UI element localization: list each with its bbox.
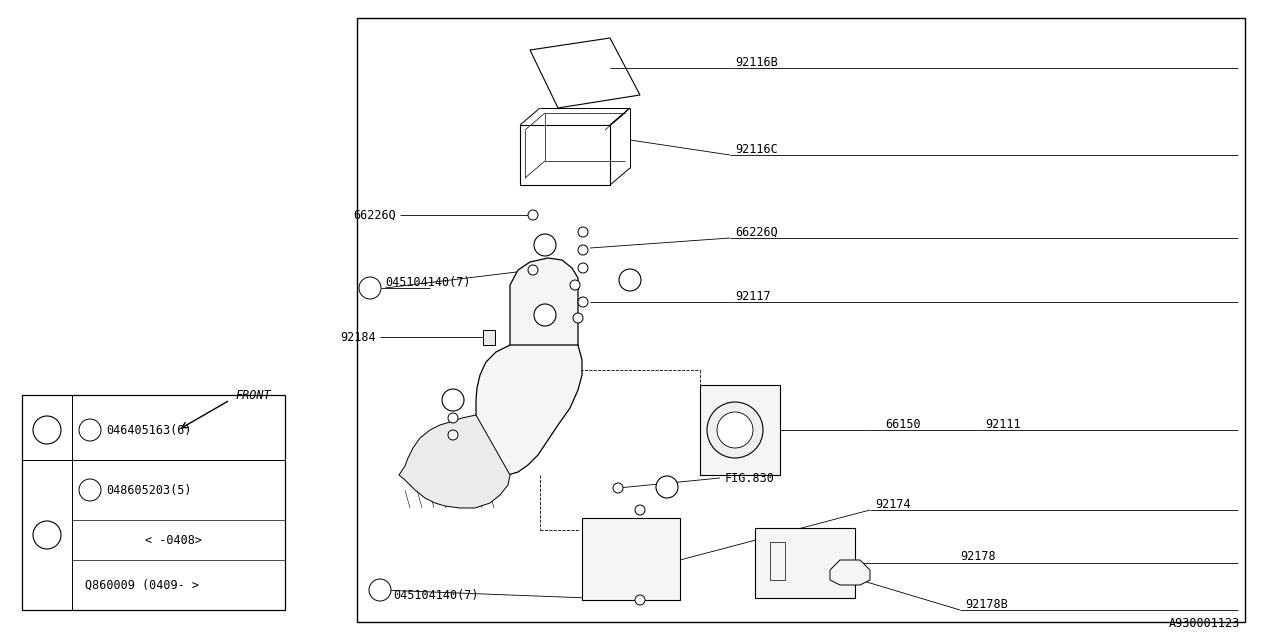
Text: 1: 1 [44,424,51,436]
Circle shape [657,476,678,498]
Circle shape [579,297,588,307]
Text: 046405163(6): 046405163(6) [106,424,192,436]
Text: 92178: 92178 [960,550,996,563]
Circle shape [529,210,538,220]
Circle shape [79,479,101,501]
Text: 92184: 92184 [340,330,376,344]
Circle shape [717,412,753,448]
Circle shape [613,483,623,493]
Circle shape [448,413,458,423]
Text: 92174: 92174 [876,497,910,511]
Text: 92116C: 92116C [735,143,778,156]
Polygon shape [509,258,579,345]
Circle shape [579,263,588,273]
Polygon shape [755,528,855,598]
Text: FRONT: FRONT [236,388,270,401]
Circle shape [579,227,588,237]
Circle shape [635,595,645,605]
Text: 1: 1 [541,240,548,250]
Text: 1: 1 [627,275,634,285]
Text: 048605203(5): 048605203(5) [106,483,192,497]
Text: 92111: 92111 [986,417,1020,431]
Circle shape [620,269,641,291]
Circle shape [707,402,763,458]
Text: 92116B: 92116B [735,56,778,68]
Circle shape [448,430,458,440]
Text: 92178B: 92178B [965,598,1007,611]
Text: < -0408>: < -0408> [145,534,202,547]
Circle shape [358,277,381,299]
Circle shape [529,265,538,275]
Text: FIG.830: FIG.830 [724,472,774,484]
Text: S: S [87,485,93,495]
Circle shape [534,234,556,256]
Polygon shape [476,337,582,475]
Polygon shape [700,385,780,475]
Circle shape [369,579,390,601]
Text: S: S [87,425,93,435]
Circle shape [442,389,465,411]
Circle shape [534,304,556,326]
Text: 2: 2 [449,395,457,405]
Text: 66226Q: 66226Q [735,225,778,239]
Circle shape [570,280,580,290]
Text: 66150: 66150 [884,417,920,431]
Circle shape [33,521,61,549]
Circle shape [79,419,101,441]
Polygon shape [483,330,495,345]
Polygon shape [829,560,870,585]
Text: A930001123: A930001123 [1169,617,1240,630]
Text: 92117: 92117 [735,289,771,303]
Text: 1: 1 [541,310,548,320]
Circle shape [579,245,588,255]
Text: Q860009 (0409- >: Q860009 (0409- > [84,579,198,591]
Text: S: S [367,283,372,293]
Text: 66226Q: 66226Q [353,209,396,221]
Bar [22,395,285,610]
Text: 045104140(7): 045104140(7) [385,275,471,289]
Bar [357,18,1245,622]
Polygon shape [582,518,680,600]
Circle shape [33,416,61,444]
Polygon shape [399,415,509,508]
Text: S: S [378,585,383,595]
Text: 2: 2 [663,482,671,492]
Text: 2: 2 [44,529,51,541]
Circle shape [573,313,582,323]
Circle shape [635,505,645,515]
Text: 045104140(7): 045104140(7) [393,589,479,602]
